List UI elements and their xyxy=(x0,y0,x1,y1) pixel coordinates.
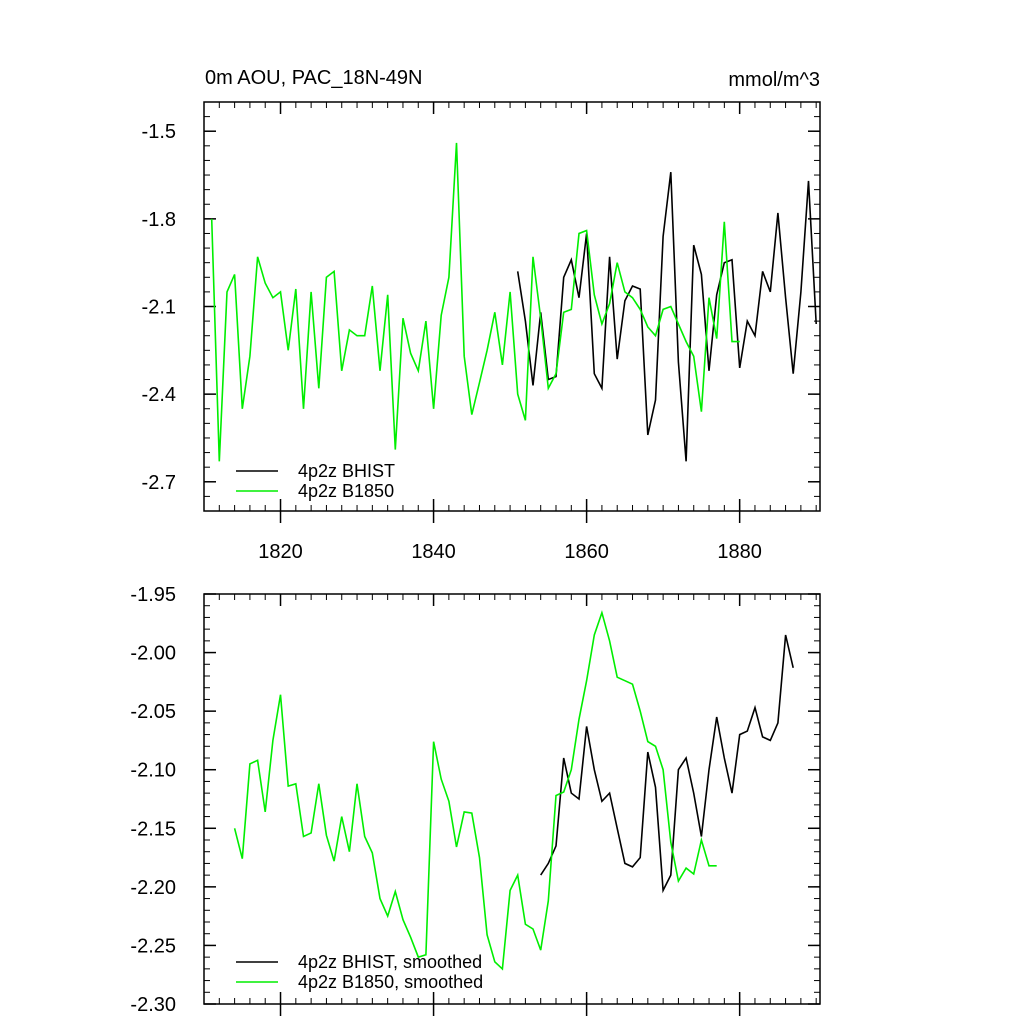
series-line-b1850 xyxy=(210,142,740,462)
legend-label-b1850-smoothed: 4p2z B1850, smoothed xyxy=(298,972,483,992)
y-tick-label: -1.8 xyxy=(142,209,176,231)
legend-label-bhist: 4p2z BHIST xyxy=(298,461,395,481)
top-chart-marks: -1.5 -1.8 -2.1 -2.4 -2.7 1820 1840 1860 1880 xyxy=(142,101,821,563)
y-tick-label: -2.30 xyxy=(130,994,176,1016)
y-tick-label: -2.1 xyxy=(142,297,176,319)
units-label: mmol/m^3 xyxy=(728,69,820,91)
y-tick-label: -2.25 xyxy=(130,935,176,957)
series-line-bhist xyxy=(540,634,794,894)
bottom-panel: -1.95 -2.00 -2.05 -2.10 -2.15 -2.20 -2.25 -2.30… xyxy=(130,584,821,1016)
chart-title: 0m AOU, PAC_18N-49N xyxy=(205,67,423,89)
bottom-chart-marks: -1.95 -2.00 -2.05 -2.10 -2.15 -2.20 -2.25 -2.30 xyxy=(130,584,821,1016)
y-tick-label: -2.15 xyxy=(130,818,176,840)
y-tick-label: -2.20 xyxy=(130,877,176,899)
series-line-b1850 xyxy=(233,609,717,971)
y-tick-label: -2.10 xyxy=(130,760,176,782)
x-tick-label: 1860 xyxy=(564,541,609,563)
x-tick-label: 1820 xyxy=(258,541,303,563)
y-tick-label: -1.95 xyxy=(130,584,176,606)
x-tick-label: 1880 xyxy=(717,541,762,563)
series-line-bhist xyxy=(516,172,817,462)
y-tick-label: -2.4 xyxy=(142,384,176,406)
plot-frame xyxy=(203,593,821,1005)
top-legend: 4p2z BHIST 4p2z B1850 xyxy=(236,461,395,501)
top-panel: -1.5 -1.8 -2.1 -2.4 -2.7 1820 1840 1860 1880 4p2… xyxy=(142,101,821,563)
x-tick-label: 1840 xyxy=(411,541,456,563)
legend-label-bhist-smoothed: 4p2z BHIST, smoothed xyxy=(298,952,482,972)
y-tick-label: -2.7 xyxy=(142,472,176,494)
y-tick-label: -1.5 xyxy=(142,121,176,143)
y-tick-label: -2.05 xyxy=(130,701,176,723)
y-tick-label: -2.00 xyxy=(130,643,176,665)
bottom-legend: 4p2z BHIST, smoothed 4p2z B1850, smoothe… xyxy=(236,952,483,992)
legend-label-b1850: 4p2z B1850 xyxy=(298,481,394,501)
